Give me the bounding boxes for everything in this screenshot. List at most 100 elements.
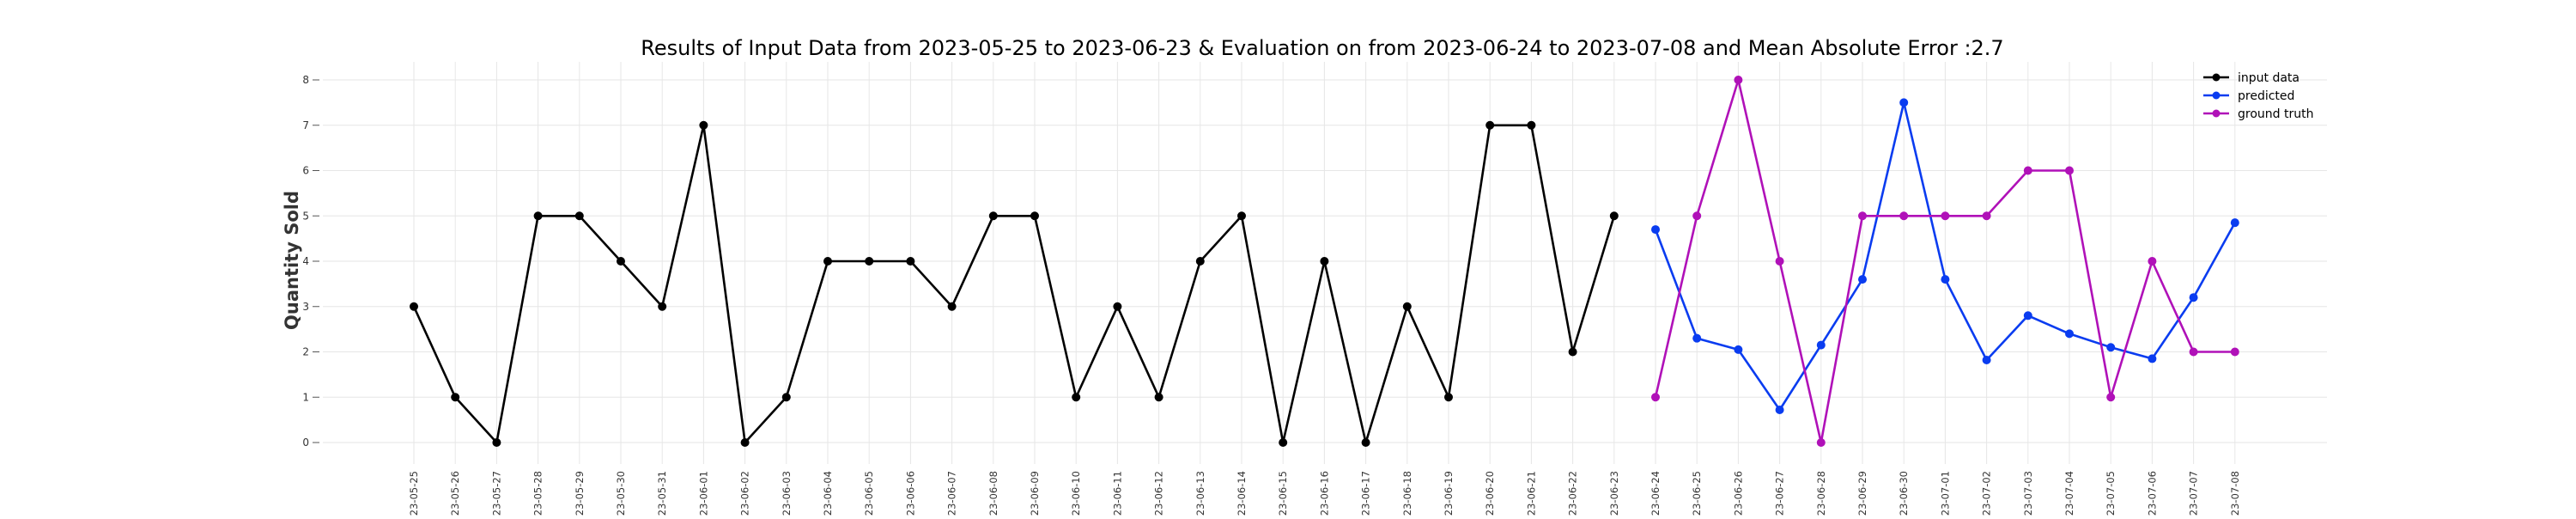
x-tick-label: -23-07-08 — [2229, 471, 2241, 516]
x-tick-label: -23-06-21 — [1525, 471, 1537, 516]
data-point-input-data — [1154, 393, 1163, 402]
data-point-input-data — [740, 438, 750, 447]
data-point-input-data — [533, 211, 543, 221]
x-tick-label: -23-06-29 — [1856, 471, 1868, 516]
y-tick-label: 7 — [302, 119, 309, 131]
x-tick-label: -23-07-07 — [2188, 471, 2200, 516]
x-tick-label: -23-06-05 — [863, 471, 875, 516]
data-point-input-data — [451, 393, 460, 402]
data-point-predicted — [2148, 354, 2157, 363]
data-point-input-data — [1444, 393, 1453, 402]
data-point-input-data — [865, 257, 874, 266]
grid — [323, 62, 2327, 464]
data-point-predicted — [1692, 333, 1702, 343]
data-point-input-data — [1527, 120, 1536, 130]
x-tick-label: -23-06-16 — [1318, 471, 1330, 516]
data-point-ground-truth — [2106, 393, 2116, 402]
y-tick-label: 8 — [302, 74, 309, 86]
x-tick-label: -23-06-18 — [1401, 471, 1413, 516]
x-tick-label: -23-07-04 — [2063, 471, 2075, 516]
x-tick-label: -23-06-22 — [1567, 471, 1579, 516]
series-line-input-data — [412, 124, 1616, 444]
data-point-input-data — [658, 302, 667, 311]
x-tick-label: -23-07-03 — [2022, 471, 2034, 516]
legend: input data predicted ground truth — [2203, 71, 2313, 121]
data-point-input-data — [492, 438, 501, 447]
data-point-ground-truth — [1651, 393, 1660, 402]
data-point-input-data — [1320, 257, 1329, 266]
chart-title: Results of Input Data from 2023-05-25 to… — [641, 36, 2003, 60]
y-tick-label: 4 — [302, 255, 309, 267]
data-point-predicted — [1982, 355, 1991, 364]
legend-label-input-data: input data — [2238, 71, 2300, 85]
data-point-predicted — [1816, 340, 1826, 350]
y-axis-label: Quantity Sold — [282, 191, 302, 330]
data-point-ground-truth — [2065, 166, 2074, 175]
data-point-predicted — [1734, 345, 1743, 354]
x-tick-label: -23-05-26 — [449, 471, 461, 516]
x-tick-label: -23-06-12 — [1153, 471, 1165, 516]
x-tick-label: -23-06-24 — [1649, 471, 1662, 516]
x-tick-label: -23-06-06 — [904, 471, 916, 516]
x-tick-label: -23-07-02 — [1981, 471, 1993, 516]
data-point-ground-truth — [2023, 166, 2032, 175]
x-tick-label: -23-06-08 — [987, 471, 999, 516]
data-point-input-data — [1072, 393, 1081, 402]
x-tick-label: -23-05-31 — [656, 471, 668, 516]
data-point-ground-truth — [1899, 211, 1909, 221]
data-point-predicted — [1899, 98, 1909, 107]
y-tick-label: 0 — [302, 437, 309, 449]
data-point-ground-truth — [1941, 211, 1950, 221]
data-point-ground-truth — [2148, 257, 2157, 266]
data-point-input-data — [1361, 438, 1370, 447]
x-tick-label: -23-05-27 — [490, 471, 502, 516]
data-point-input-data — [947, 302, 957, 311]
data-point-ground-truth — [1775, 257, 1784, 266]
data-point-predicted — [1651, 225, 1660, 235]
data-point-ground-truth — [1734, 76, 1743, 84]
x-tick-label: -23-06-02 — [739, 471, 751, 516]
x-tick-label: -23-06-15 — [1277, 471, 1289, 516]
data-point-input-data — [410, 302, 418, 311]
legend-label-ground-truth: ground truth — [2238, 107, 2313, 121]
y-tick-label: 6 — [302, 165, 309, 177]
data-point-predicted — [2023, 311, 2032, 321]
x-tick-label: -23-05-30 — [615, 471, 627, 516]
data-point-input-data — [617, 257, 625, 266]
data-point-input-data — [781, 393, 791, 402]
y-tick-label: 1 — [302, 391, 309, 403]
x-tick-label: -23-06-07 — [946, 471, 958, 516]
data-point-ground-truth — [2189, 347, 2198, 357]
x-tick-label: -23-07-06 — [2146, 471, 2158, 516]
data-point-input-data — [1030, 211, 1039, 221]
x-tick-label: -23-06-13 — [1194, 471, 1206, 516]
data-point-predicted — [1941, 275, 1950, 284]
x-tick-label: -23-06-27 — [1774, 471, 1786, 516]
legend-marker-input-data — [2212, 73, 2221, 82]
y-tick-label: 5 — [302, 210, 309, 222]
data-point-predicted — [1858, 275, 1867, 284]
data-point-input-data — [1237, 211, 1246, 221]
x-tick-label: -23-07-01 — [1939, 471, 1951, 516]
data-point-ground-truth — [2230, 347, 2239, 357]
x-tick-label: -23-06-11 — [1111, 471, 1123, 516]
data-point-input-data — [1279, 438, 1288, 447]
x-tick-label: -23-05-25 — [408, 471, 420, 516]
data-point-input-data — [1485, 120, 1495, 130]
data-point-ground-truth — [1692, 211, 1702, 221]
data-point-ground-truth — [1816, 438, 1826, 447]
data-point-predicted — [2065, 329, 2074, 339]
data-point-predicted — [2230, 218, 2239, 228]
x-tick-label: -23-06-30 — [1898, 471, 1910, 516]
x-tick-label: -23-06-03 — [781, 471, 793, 516]
data-point-input-data — [823, 257, 832, 266]
data-point-ground-truth — [1982, 211, 1991, 221]
x-tick-label: -23-06-09 — [1029, 471, 1041, 516]
y-axis: 0 1 2 3 4 5 6 7 8 — [302, 74, 319, 449]
x-tick-label: -23-06-01 — [697, 471, 709, 516]
data-point-input-data — [574, 211, 584, 221]
x-tick-label: -23-06-23 — [1608, 471, 1620, 516]
x-tick-label: -23-06-25 — [1691, 471, 1703, 516]
